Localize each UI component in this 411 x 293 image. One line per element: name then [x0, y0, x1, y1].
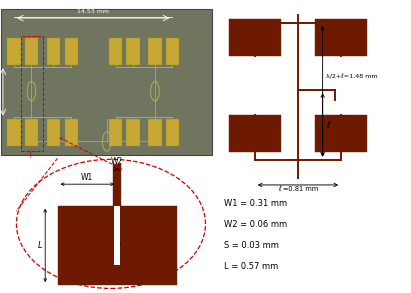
Bar — [58, 206, 177, 285]
Bar — [316, 19, 367, 57]
Bar — [109, 119, 122, 146]
Bar — [47, 119, 60, 146]
Text: ℓ =0.81 mm: ℓ =0.81 mm — [278, 185, 318, 192]
Bar — [109, 38, 122, 65]
Bar — [65, 38, 78, 65]
Text: W1 = 0.31 mm: W1 = 0.31 mm — [224, 199, 286, 208]
Bar — [65, 119, 78, 146]
Text: S = 0.03 mm: S = 0.03 mm — [224, 241, 278, 250]
Bar — [229, 19, 280, 57]
Bar — [7, 119, 21, 146]
Bar — [7, 38, 21, 65]
Text: λ/2+ℓ=1.48 mm: λ/2+ℓ=1.48 mm — [326, 75, 377, 80]
Bar — [126, 119, 140, 146]
Bar — [148, 119, 162, 146]
Bar — [229, 115, 280, 152]
Bar — [25, 119, 38, 146]
Text: W2 = 0.06 mm: W2 = 0.06 mm — [224, 220, 286, 229]
Text: W2: W2 — [111, 157, 123, 166]
Bar — [126, 38, 140, 65]
Text: L: L — [37, 241, 42, 250]
Bar — [316, 115, 367, 152]
Bar — [114, 206, 120, 265]
Text: W1: W1 — [81, 173, 93, 182]
Bar — [113, 164, 121, 206]
Text: ℓ: ℓ — [326, 121, 330, 130]
Text: S: S — [115, 250, 120, 259]
Bar — [25, 38, 38, 65]
Text: 14.53 mm: 14.53 mm — [77, 9, 109, 14]
Text: L = 0.57 mm: L = 0.57 mm — [224, 262, 278, 271]
Bar — [47, 38, 60, 65]
Bar — [21, 36, 44, 151]
Bar — [166, 38, 179, 65]
Text: 2.03 mm: 2.03 mm — [0, 79, 3, 104]
Bar — [148, 38, 162, 65]
Bar — [166, 119, 179, 146]
